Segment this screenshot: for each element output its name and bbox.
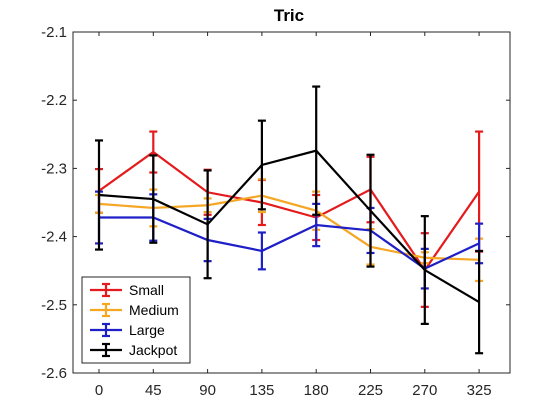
error-bar-jackpot [312,85,321,216]
x-tick-label: 325 [467,382,492,399]
series-line-medium [98,194,480,261]
legend-item-small: Small [90,282,164,298]
chart-title: Tric [274,6,304,25]
error-bar-large [257,231,266,271]
y-tick-label: -2.5 [41,297,67,314]
x-tick-label: 45 [145,382,162,399]
x-tick-label: 135 [249,382,274,399]
legend-label: Medium [129,302,179,318]
y-tick-label: -2.2 [41,92,67,109]
y-tick-label: -2.1 [41,24,67,41]
error-bar-jackpot [366,153,375,268]
error-bar-jackpot [149,154,158,244]
x-tick-label: 225 [358,382,383,399]
x-tick-label: 270 [412,382,437,399]
legend-label: Large [129,322,165,338]
legend-item-large: Large [90,322,165,338]
error-bar-jackpot [257,119,266,211]
legend: Small Medium Large Jackpot [81,276,191,364]
error-bar-jackpot [95,139,103,251]
x-tick-label: 180 [304,382,329,399]
error-bar-jackpot [203,169,212,280]
x-tick-label: 90 [199,382,216,399]
error-bar-jackpot [475,249,484,355]
plot-marks [95,85,484,355]
series-line-large [99,216,480,270]
error-bar-jackpot [420,215,429,325]
legend-label: Small [129,282,164,298]
y-tick-label: -2.3 [41,160,67,177]
series-jackpot [95,85,484,355]
y-tick-label: -2.4 [41,229,67,246]
y-tick-label: -2.6 [41,365,67,382]
x-tick-label: 0 [95,382,103,399]
legend-label: Jackpot [129,342,177,358]
series-line-jackpot [98,149,480,304]
legend-box [81,276,191,364]
legend-item-medium: Medium [90,302,179,318]
axes: 0 45 90 135 180 225 270 325 -2.1 -2.2 -2.3 -2.4 -2.5… [41,24,510,399]
plot-frame [72,31,511,374]
legend-item-jackpot: Jackpot [90,342,177,358]
